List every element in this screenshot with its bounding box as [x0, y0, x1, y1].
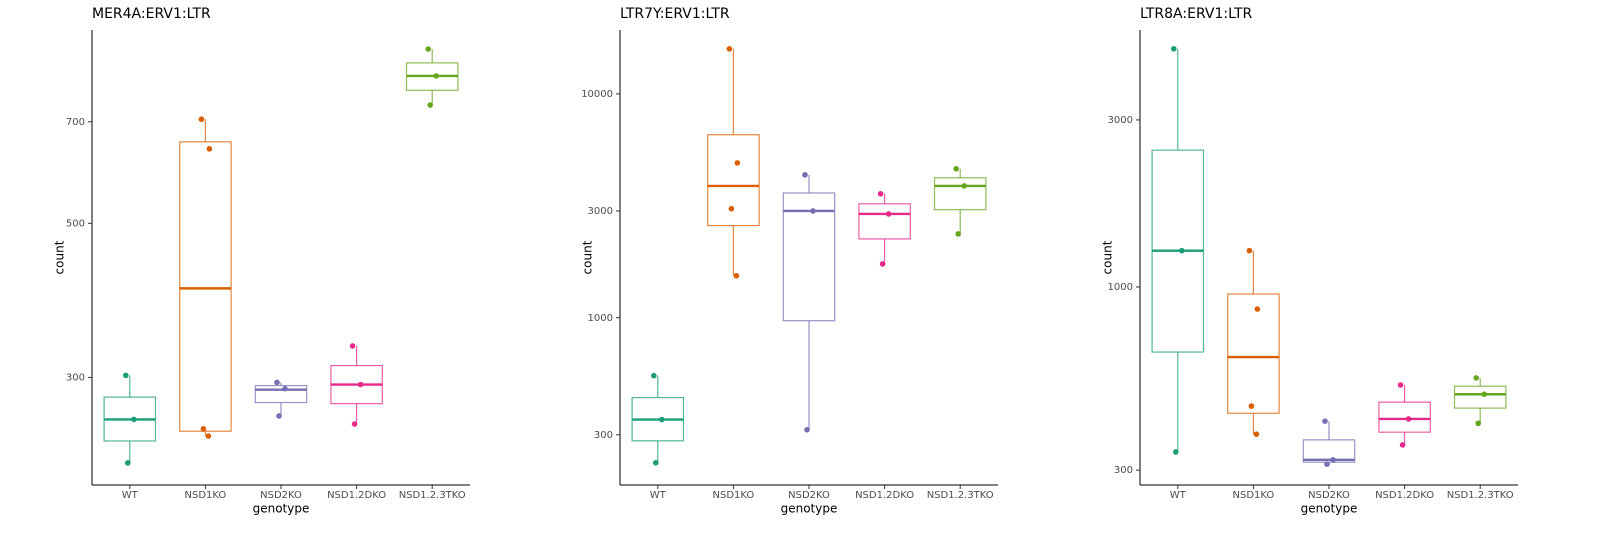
x-tick-label: NSD1.2DKO: [855, 490, 914, 501]
x-tick-label: NSD1KO: [1233, 490, 1275, 501]
point: [433, 73, 440, 79]
y-tick-label: 10000: [581, 89, 613, 100]
point: [726, 46, 733, 52]
x-tick-label: NSD2KO: [260, 490, 302, 501]
x-tick-label: NSD1.2.3TKO: [927, 490, 994, 501]
point: [1405, 416, 1412, 422]
point: [1246, 247, 1253, 254]
point: [1322, 418, 1328, 424]
point: [885, 211, 892, 217]
x-tick-label: WT: [1170, 490, 1187, 501]
point: [1254, 306, 1261, 312]
x-axis-title: genotype: [1301, 502, 1358, 516]
x-tick-label: WT: [650, 490, 667, 501]
point: [205, 433, 212, 439]
x-tick-label: NSD1.2.3TKO: [399, 490, 466, 501]
y-tick-label: 300: [594, 430, 613, 441]
point: [427, 102, 434, 108]
point: [1173, 449, 1179, 455]
box: [254, 384, 308, 404]
x-tick-label: WT: [122, 490, 139, 501]
point: [1399, 442, 1406, 448]
point: [804, 426, 810, 433]
y-axis-title: count: [53, 240, 67, 274]
point: [123, 372, 129, 379]
point: [955, 231, 961, 237]
point: [653, 459, 659, 466]
y-tick-label: 700: [66, 117, 85, 128]
point: [125, 460, 131, 466]
box: [1378, 401, 1431, 433]
point: [953, 165, 959, 172]
point: [200, 426, 207, 432]
chart-title: LTR8A:ERV1:LTR: [1140, 6, 1253, 22]
point: [879, 261, 886, 267]
y-tick-label: 3000: [1108, 115, 1133, 126]
y-axis-title: count: [1101, 240, 1115, 274]
point: [651, 372, 657, 379]
y-tick-label: 300: [1114, 465, 1133, 476]
box: [933, 177, 987, 211]
x-tick-label: NSD2KO: [788, 490, 830, 501]
point: [131, 416, 137, 423]
point: [1248, 403, 1255, 409]
point: [206, 146, 213, 152]
point: [349, 343, 356, 349]
point: [1179, 247, 1185, 254]
point: [425, 46, 432, 52]
point: [961, 183, 967, 189]
x-axis-title: genotype: [253, 502, 310, 516]
box: [782, 192, 836, 322]
box: [707, 134, 760, 227]
y-tick-label: 300: [66, 372, 85, 383]
box: [179, 141, 232, 432]
point: [1397, 382, 1404, 388]
point: [733, 272, 740, 279]
point: [351, 421, 358, 427]
point: [282, 385, 288, 392]
y-tick-label: 3000: [588, 206, 613, 217]
box: [858, 203, 911, 240]
point: [728, 205, 735, 212]
y-tick-label: 1000: [588, 313, 613, 324]
box: [1453, 385, 1507, 409]
chart-title: LTR7Y:ERV1:LTR: [620, 6, 730, 22]
y-axis-title: count: [581, 240, 595, 274]
point: [1473, 375, 1479, 381]
x-tick-label: NSD2KO: [1308, 490, 1350, 501]
point: [274, 379, 280, 386]
point: [1253, 431, 1260, 437]
y-tick-label: 1000: [1108, 282, 1133, 293]
point: [877, 190, 884, 197]
y-tick-label: 500: [66, 218, 85, 229]
point: [1481, 391, 1487, 398]
x-axis-title: genotype: [781, 502, 838, 516]
point: [734, 160, 741, 166]
point: [1330, 457, 1336, 463]
point: [1171, 45, 1177, 52]
x-tick-label: NSD1.2.3TKO: [1447, 490, 1514, 501]
point: [198, 116, 205, 123]
chart-title: MER4A:ERV1:LTR: [92, 6, 211, 22]
point: [1475, 420, 1481, 427]
x-tick-label: NSD1.2DKO: [1375, 490, 1434, 501]
point: [802, 172, 808, 178]
point: [357, 381, 364, 388]
x-tick-label: NSD1.2DKO: [327, 490, 386, 501]
point: [1324, 461, 1330, 467]
box: [1227, 293, 1280, 414]
x-tick-label: NSD1KO: [713, 490, 755, 501]
point: [276, 413, 282, 419]
point: [810, 208, 816, 214]
point: [659, 416, 665, 423]
x-tick-label: NSD1KO: [185, 490, 227, 501]
